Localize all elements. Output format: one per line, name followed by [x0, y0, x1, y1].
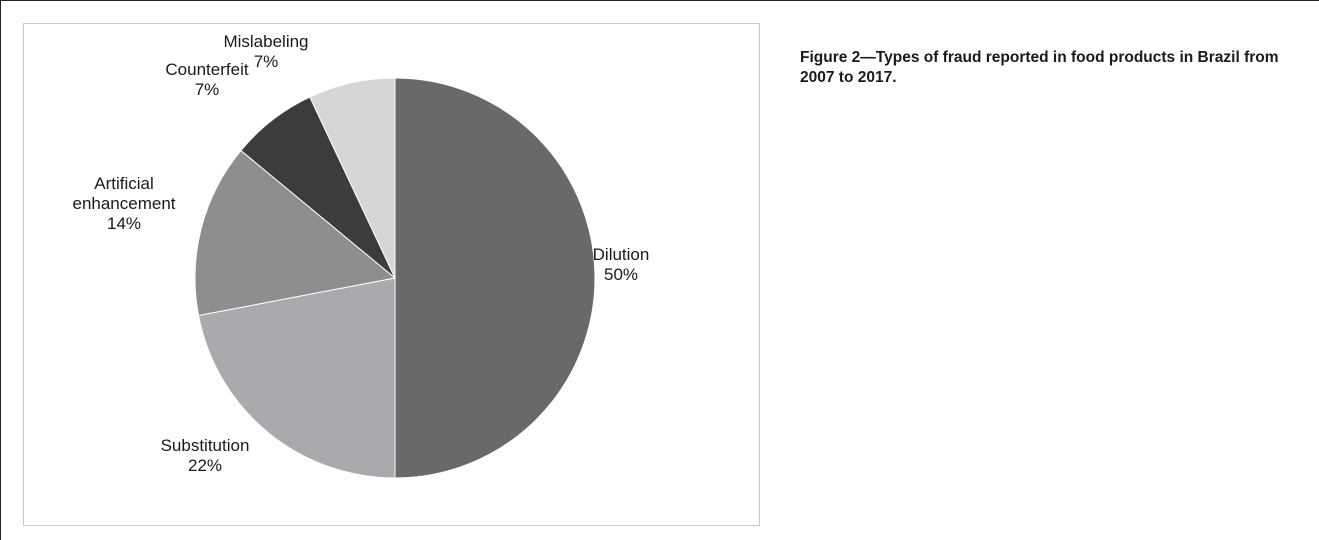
slice-value-counterfeit: 7% — [195, 80, 220, 99]
slice-label-mislabeling: Mislabeling 7% — [223, 32, 308, 71]
pie-slice-mislabeling — [309, 77, 396, 279]
slice-label-counterfeit: Counterfeit 7% — [165, 60, 248, 99]
page-top-rule — [0, 0, 1319, 1]
slice-value-mislabeling: 7% — [254, 52, 279, 71]
page-left-rule — [0, 0, 1, 540]
pie-chart: Dilution 50% Substitution 22% Artificial enha… — [23, 23, 760, 526]
slice-name-mislabeling: Mislabeling — [223, 32, 308, 51]
pie-slice-artificial-enhancement — [194, 149, 397, 317]
pie-slice-substitution — [197, 277, 396, 479]
slice-value-substitution: 22% — [188, 456, 222, 475]
slice-label-dilution: Dilution 50% — [593, 245, 650, 284]
slice-value-artificial-enhancement: 14% — [107, 214, 141, 233]
pie-slice-dilution — [394, 77, 596, 479]
slice-name-dilution: Dilution — [593, 245, 650, 264]
slice-name-artificial-enhancement: Artificial — [94, 174, 154, 193]
slice-name-artificial-enhancement: enhancement — [72, 194, 175, 213]
slice-name-counterfeit: Counterfeit — [165, 60, 248, 79]
pie-chart-svg: Dilution 50% Substitution 22% Artificial enha… — [72, 32, 650, 479]
figure-caption: Figure 2—Types of fraud reported in food… — [800, 49, 1279, 86]
slice-value-dilution: 50% — [604, 265, 638, 284]
slice-label-artificial-enhancement: Artificial enhancement 14% — [72, 174, 175, 233]
slice-label-substitution: Substitution 22% — [161, 436, 250, 475]
slice-name-substitution: Substitution — [161, 436, 250, 455]
